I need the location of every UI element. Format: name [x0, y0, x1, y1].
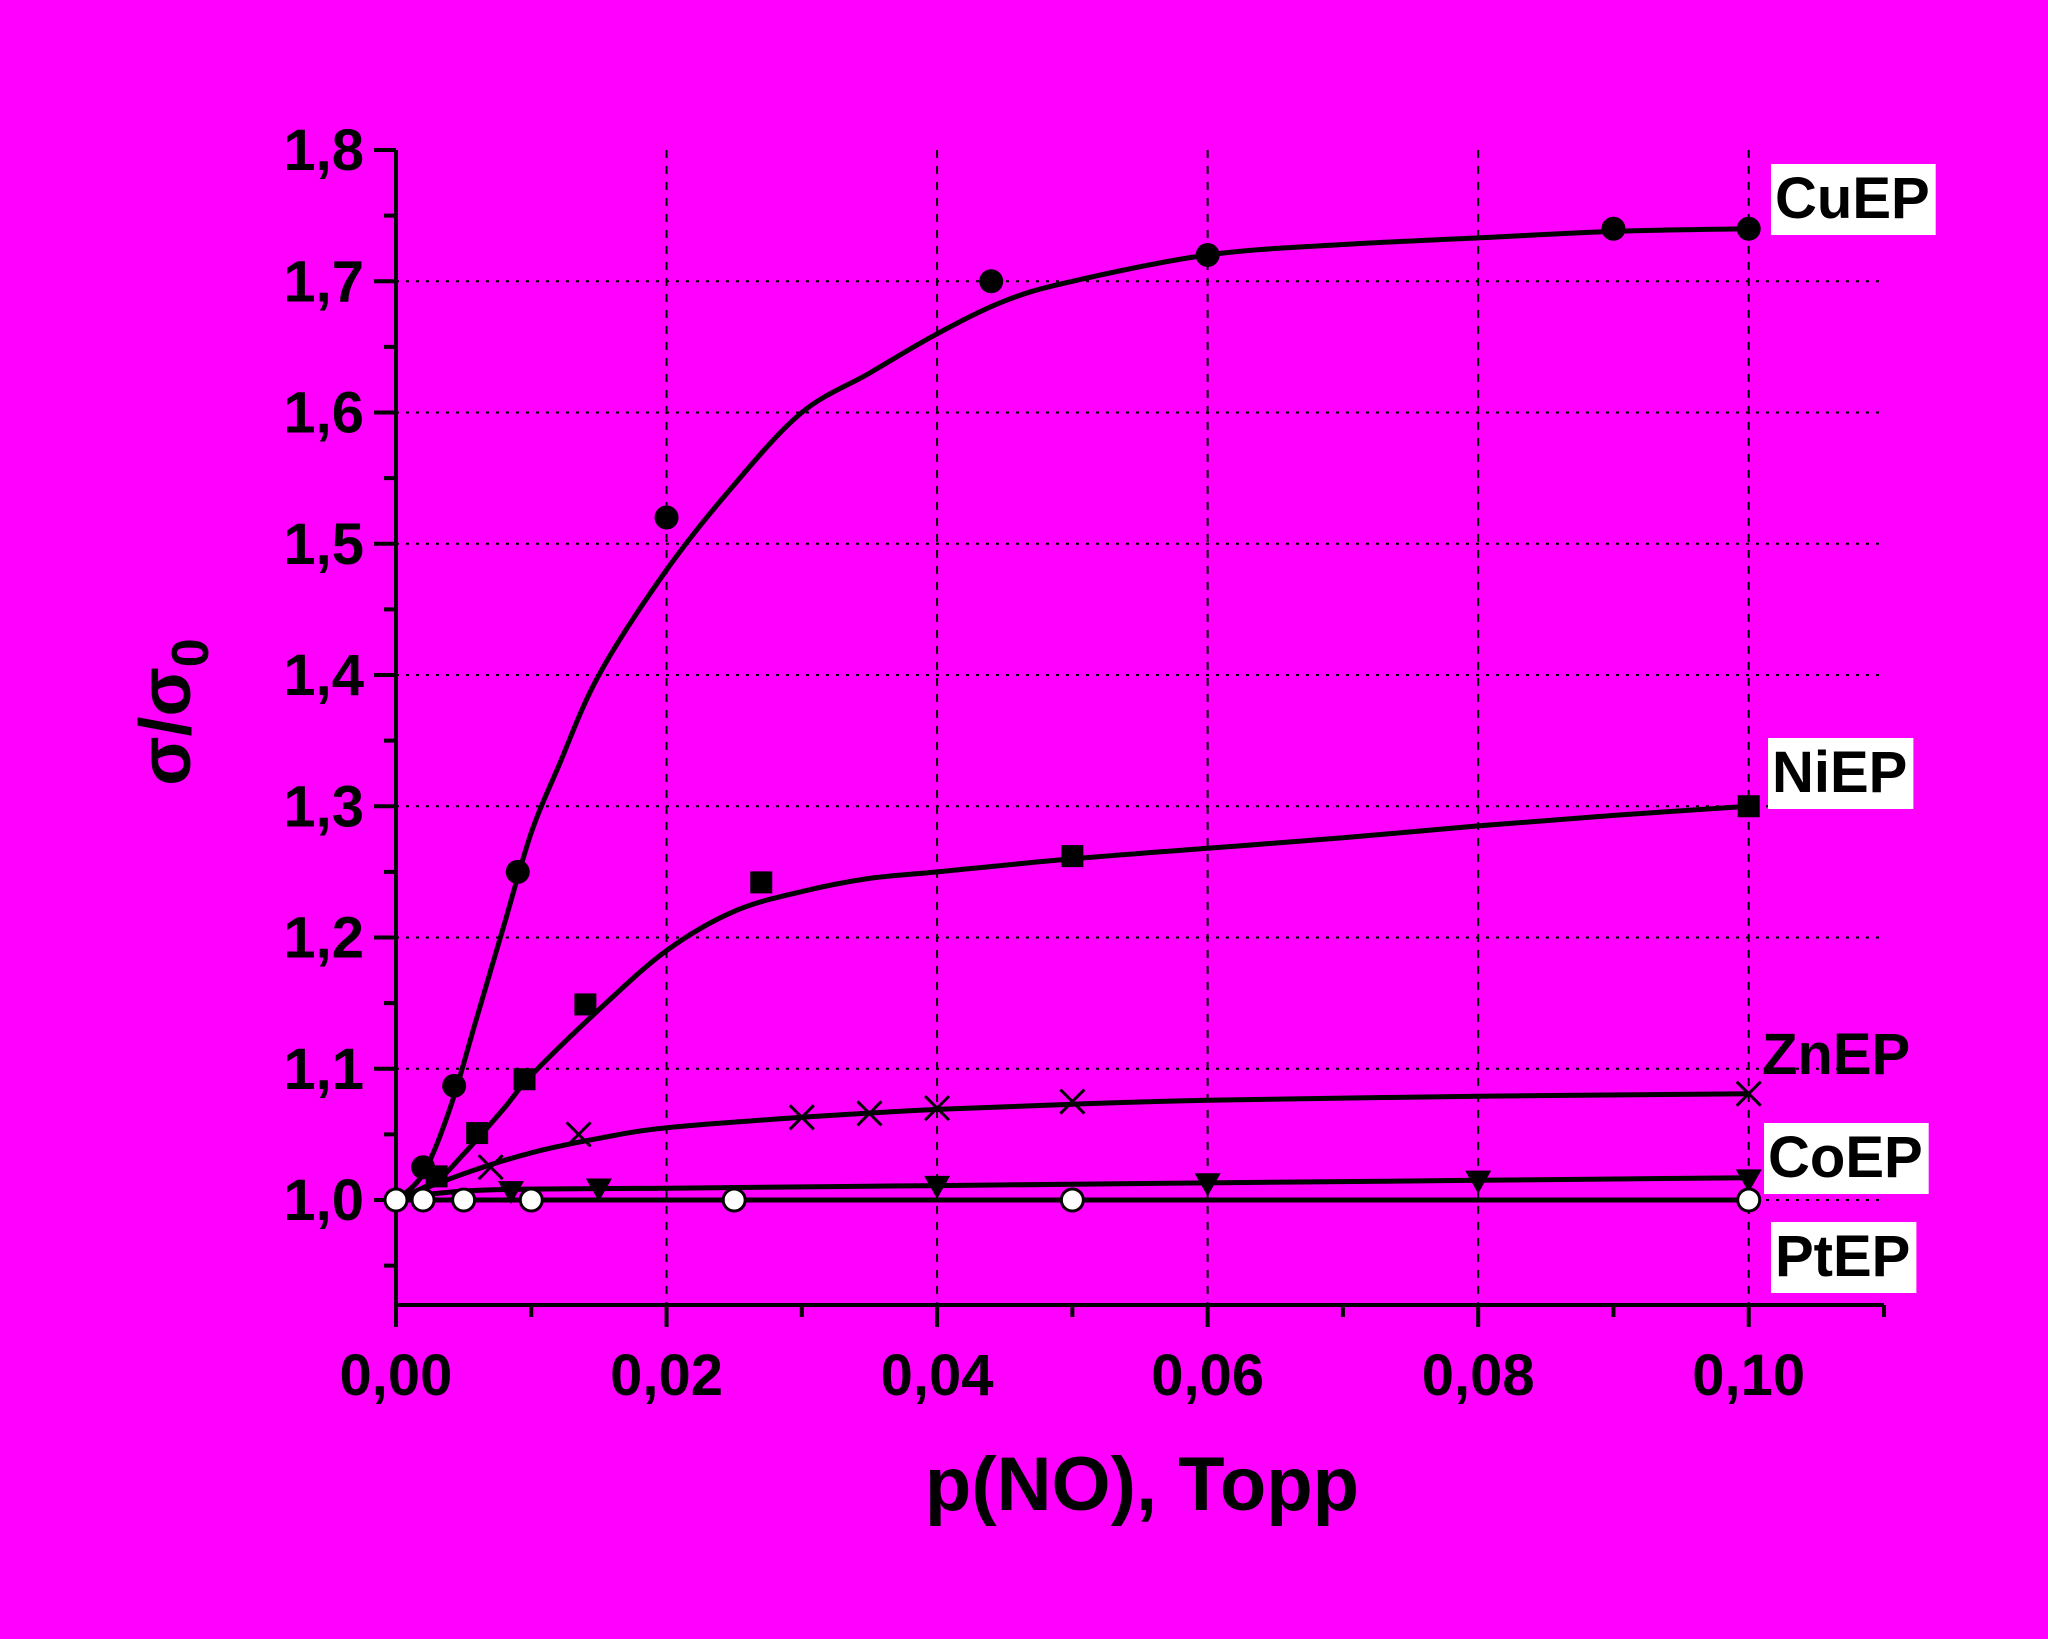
coep-point — [924, 1175, 951, 1199]
y-tick-label: 1,3 — [283, 774, 364, 839]
cuep-point — [979, 269, 1004, 294]
coep-point — [1465, 1170, 1492, 1194]
y-tick-label: 1,2 — [283, 906, 364, 971]
ptep-point — [451, 1187, 477, 1213]
axes-layer: 0,00 0,02 0,04 0,06 0,08 0,10 1,0 1,1 1,2 1,3 1,4 1… — [283, 118, 1886, 1408]
znep-fit-curve — [395, 1091, 1749, 1203]
coep-point — [1735, 1169, 1762, 1193]
ptep-point — [1736, 1187, 1762, 1213]
y-axis-label: σ/σ0 — [126, 638, 220, 785]
y-tick-label: 1,6 — [283, 381, 364, 446]
y-tick-label: 1,5 — [283, 512, 364, 577]
niep-point — [425, 1165, 448, 1188]
niep-point — [1737, 795, 1760, 818]
cuep-point — [654, 505, 679, 530]
cuep-point — [505, 859, 530, 884]
y-tick-label: 1,4 — [283, 643, 364, 708]
marker-layer — [383, 216, 1762, 1213]
coep-point — [585, 1178, 612, 1202]
niep-label: NiEP — [1772, 740, 1907, 805]
fit-layer — [394, 226, 1749, 1203]
znep-point — [1059, 1088, 1086, 1115]
niep-point — [750, 871, 773, 894]
niep-label-box — [1768, 738, 1914, 809]
ptep-label: PtEP — [1775, 1224, 1910, 1289]
znep-point — [565, 1121, 592, 1148]
cuep-fit-curve — [394, 226, 1749, 1202]
znep-label: ZnEP — [1762, 1022, 1910, 1087]
ptep-point — [721, 1187, 747, 1213]
y-tick-label: 1,8 — [283, 118, 364, 183]
cuep-point — [1195, 243, 1220, 267]
znep-point — [856, 1100, 883, 1127]
niep-fit-curve — [394, 803, 1749, 1203]
ptep-point — [518, 1187, 544, 1213]
y-tick-label: 1,7 — [283, 249, 364, 314]
x-axis-label: p(NO), Торр — [925, 1442, 1359, 1527]
coep-point — [497, 1181, 524, 1205]
niep-point — [1061, 845, 1084, 868]
y-tick-label: 1,0 — [283, 1168, 364, 1233]
cuep-point — [442, 1073, 467, 1098]
znep-point — [924, 1095, 951, 1122]
x-tick-label: 0,02 — [610, 1343, 723, 1408]
x-tick-label: 0,10 — [1692, 1343, 1805, 1408]
x-tick-label: 0,06 — [1151, 1343, 1264, 1408]
coep-point — [1194, 1173, 1221, 1197]
niep-point — [513, 1068, 536, 1091]
ptep-point — [383, 1187, 409, 1213]
ptep-point — [410, 1187, 436, 1213]
coep-label-box — [1764, 1123, 1929, 1194]
znep-point — [477, 1154, 504, 1181]
cuep-label: CuEP — [1775, 166, 1930, 231]
niep-point — [574, 993, 597, 1016]
ptep-point — [1059, 1187, 1085, 1213]
x-tick-label: 0,00 — [340, 1343, 453, 1408]
coep-label: CoEP — [1768, 1125, 1923, 1190]
znep-point — [1735, 1080, 1762, 1107]
niep-point — [466, 1122, 489, 1145]
label-layer: CuEP NiEP ZnEP CoEP PtEP — [1762, 164, 1936, 1293]
cuep-point — [1736, 216, 1761, 241]
grid-layer — [396, 150, 1884, 1305]
cuep-point — [1601, 216, 1626, 241]
ptep-label-box — [1771, 1222, 1917, 1293]
x-tick-label: 0,08 — [1422, 1343, 1535, 1408]
y-tick-label: 1,1 — [283, 1037, 364, 1102]
znep-point — [788, 1104, 815, 1131]
x-tick-label: 0,04 — [881, 1343, 994, 1408]
cuep-label-box — [1771, 164, 1936, 235]
